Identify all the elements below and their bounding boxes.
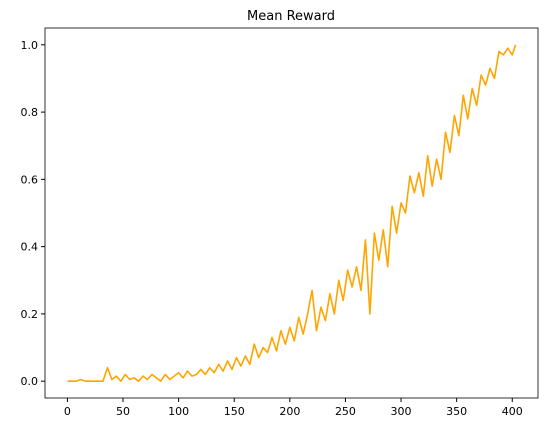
x-tick-label: 250 xyxy=(335,405,356,418)
plot-frame xyxy=(44,27,539,399)
y-tick-label: 0.0 xyxy=(21,375,39,388)
chart-title: Mean Reward xyxy=(247,9,335,24)
y-tick-label: 1.0 xyxy=(21,39,39,52)
x-tick-label: 100 xyxy=(168,405,189,418)
y-tick-label: 0.2 xyxy=(21,308,39,321)
x-tick-label: 0 xyxy=(64,405,71,418)
line-series xyxy=(67,44,517,382)
x-tick-label: 350 xyxy=(446,405,467,418)
x-tick-label: 300 xyxy=(391,405,412,418)
x-tick-label: 150 xyxy=(224,405,245,418)
y-tick-label: 0.8 xyxy=(21,106,39,119)
x-tick-label: 200 xyxy=(279,405,300,418)
y-tick-label: 0.4 xyxy=(21,241,39,254)
x-tick-label: 400 xyxy=(502,405,523,418)
y-tick-label: 0.6 xyxy=(21,173,39,186)
x-tick-label: 50 xyxy=(116,405,130,418)
